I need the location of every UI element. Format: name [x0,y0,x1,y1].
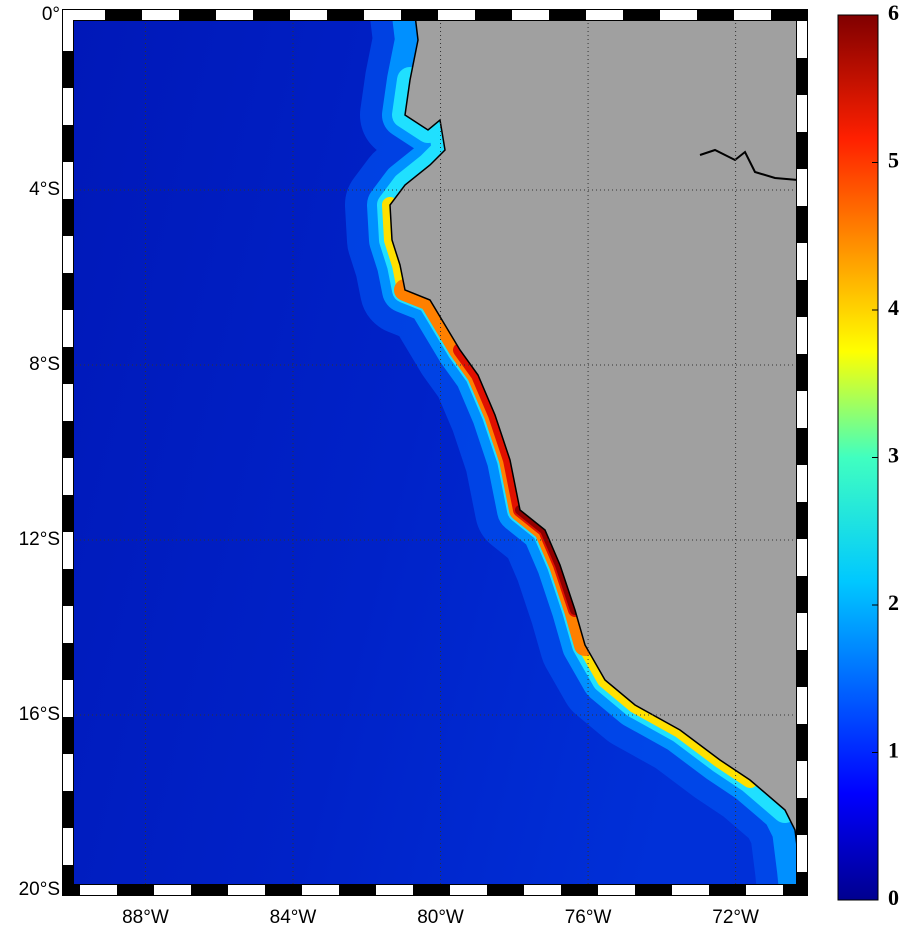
x-tick-label: 76°W [565,907,612,928]
y-tick-label: 4°S [29,179,60,200]
map-area [68,15,802,890]
land [389,15,802,890]
x-tick-label: 84°W [270,907,317,928]
y-tick-label: 12°S [19,529,60,550]
y-tick-label: 8°S [29,354,60,375]
y-tick-label: 16°S [19,704,60,725]
x-tick-label: 88°W [122,907,169,928]
colorbar-label: 3 [888,443,899,468]
colorbar-label: 1 [888,738,899,763]
x-tick-label: 80°W [417,907,464,928]
y-tick-label: 0° [42,4,60,25]
river [699,148,799,181]
colorbar-label: 4 [888,295,899,320]
y-tick-label: 20°S [19,879,60,900]
x-tick-label: 72°W [712,907,759,928]
colorbar-label: 2 [888,590,899,615]
colorbar-label: 6 [888,0,899,25]
colorbar-label: 5 [888,148,899,173]
frame-band [62,9,808,896]
colorbar-label: 0 [888,885,899,910]
